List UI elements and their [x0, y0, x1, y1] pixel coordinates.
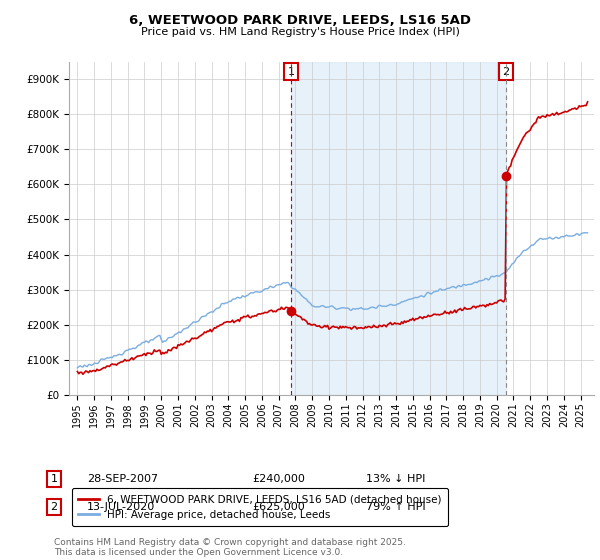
Text: Contains HM Land Registry data © Crown copyright and database right 2025.
This d: Contains HM Land Registry data © Crown c… [54, 538, 406, 557]
Text: 2: 2 [50, 502, 58, 512]
Legend: 6, WEETWOOD PARK DRIVE, LEEDS, LS16 5AD (detached house), HPI: Average price, de: 6, WEETWOOD PARK DRIVE, LEEDS, LS16 5AD … [71, 488, 448, 526]
Text: £625,000: £625,000 [252, 502, 305, 512]
Text: 13% ↓ HPI: 13% ↓ HPI [366, 474, 425, 484]
Text: 28-SEP-2007: 28-SEP-2007 [87, 474, 158, 484]
Bar [291, 62, 506, 395]
Text: Price paid vs. HM Land Registry's House Price Index (HPI): Price paid vs. HM Land Registry's House … [140, 27, 460, 37]
Text: 79% ↑ HPI: 79% ↑ HPI [366, 502, 425, 512]
Text: 1: 1 [288, 67, 295, 77]
Text: £240,000: £240,000 [252, 474, 305, 484]
Text: 2: 2 [502, 67, 509, 77]
Text: 13-JUL-2020: 13-JUL-2020 [87, 502, 155, 512]
Text: 6, WEETWOOD PARK DRIVE, LEEDS, LS16 5AD: 6, WEETWOOD PARK DRIVE, LEEDS, LS16 5AD [129, 14, 471, 27]
Text: 1: 1 [50, 474, 58, 484]
